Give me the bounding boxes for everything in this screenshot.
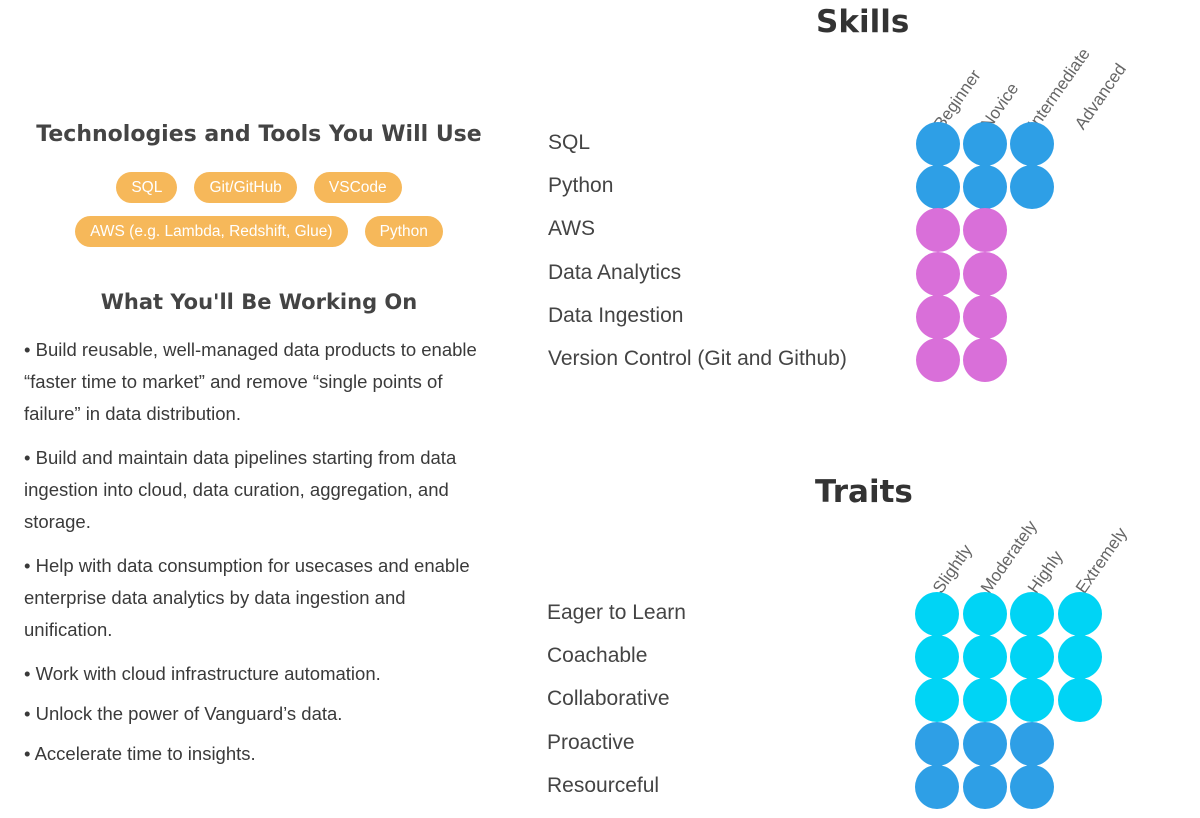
tag-python: Python (364, 216, 443, 247)
rating-dot (963, 251, 1007, 296)
rating-dot (915, 635, 959, 680)
rating-dot (1010, 122, 1054, 166)
rating-dot (963, 208, 1007, 253)
working-on-title: What You'll Be Working On (100, 290, 418, 314)
traits-title: Traits (815, 474, 913, 510)
rating-dot (915, 678, 959, 723)
rating-dot (962, 592, 1007, 636)
rating-dot (916, 251, 960, 296)
rating-dot (915, 721, 959, 766)
list-item: • Unlock the power of Vanguard’s data. (24, 703, 343, 724)
row-label: Collaborative (547, 687, 670, 711)
rating-dot (1010, 592, 1054, 636)
list-item: • Work with cloud infrastructure automat… (24, 663, 381, 684)
row-label: AWS (548, 217, 596, 241)
row-label: Resourceful (547, 773, 660, 797)
rating-dot (916, 338, 960, 382)
rating-dot (915, 592, 959, 636)
column-header-slightly: Slightly (929, 541, 977, 597)
tag-sql: SQL (116, 172, 178, 203)
row-label: Version Control (Git and Github) (548, 347, 847, 370)
rating-dot (1057, 678, 1102, 723)
rating-dot (916, 165, 960, 210)
rating-dot (1010, 764, 1054, 809)
list-item: • Accelerate time to insights. (24, 743, 256, 764)
row-label: Eager to Learn (547, 601, 686, 624)
row-label: Proactive (547, 730, 635, 754)
rating-dot (962, 678, 1007, 723)
rating-dot (1057, 635, 1102, 680)
tags-row-1: SQL Git/GitHub VSCode (0, 172, 518, 203)
tag-vscode: VSCode (313, 172, 402, 203)
list-item: • Help with data consumption for usecase… (24, 555, 470, 640)
list-item: • Build and maintain data pipelines star… (24, 447, 457, 532)
rating-dot (915, 764, 959, 809)
tag-git-github: Git/GitHub (194, 172, 297, 203)
tags-row-2: AWS (e.g. Lambda, Redshift, Glue) Python (0, 216, 518, 247)
rating-dot (963, 122, 1007, 166)
responsibilities-list: • Build reusable, well-managed data prod… (24, 334, 494, 782)
row-label: SQL (548, 131, 591, 154)
row-label: Data Analytics (548, 260, 682, 284)
rating-dot (962, 635, 1007, 680)
rating-dot (916, 294, 960, 339)
row-label: Python (548, 174, 614, 198)
tag-aws: AWS (e.g. Lambda, Redshift, Glue) (75, 216, 348, 247)
rating-dot (963, 294, 1007, 339)
rating-dot (963, 338, 1007, 382)
rating-dot (963, 165, 1007, 210)
column-header-highly: Highly (1024, 547, 1067, 597)
rating-dot (962, 764, 1007, 809)
technologies-title: Technologies and Tools You Will Use (36, 122, 482, 147)
rating-dot (1010, 721, 1054, 766)
rating-dot (962, 721, 1007, 766)
column-header-extremely: Extremely (1071, 524, 1131, 597)
skills-title: Skills (816, 4, 910, 40)
row-label: Coachable (547, 644, 648, 668)
rating-dot (916, 122, 960, 166)
rating-dot (1010, 635, 1054, 680)
rating-dot (1010, 678, 1054, 723)
list-item: • Build reusable, well-managed data prod… (24, 339, 477, 424)
rating-dot (1010, 165, 1054, 210)
row-label: Data Ingestion (548, 303, 684, 327)
rating-dot (1057, 592, 1102, 636)
rating-dot (916, 208, 960, 253)
